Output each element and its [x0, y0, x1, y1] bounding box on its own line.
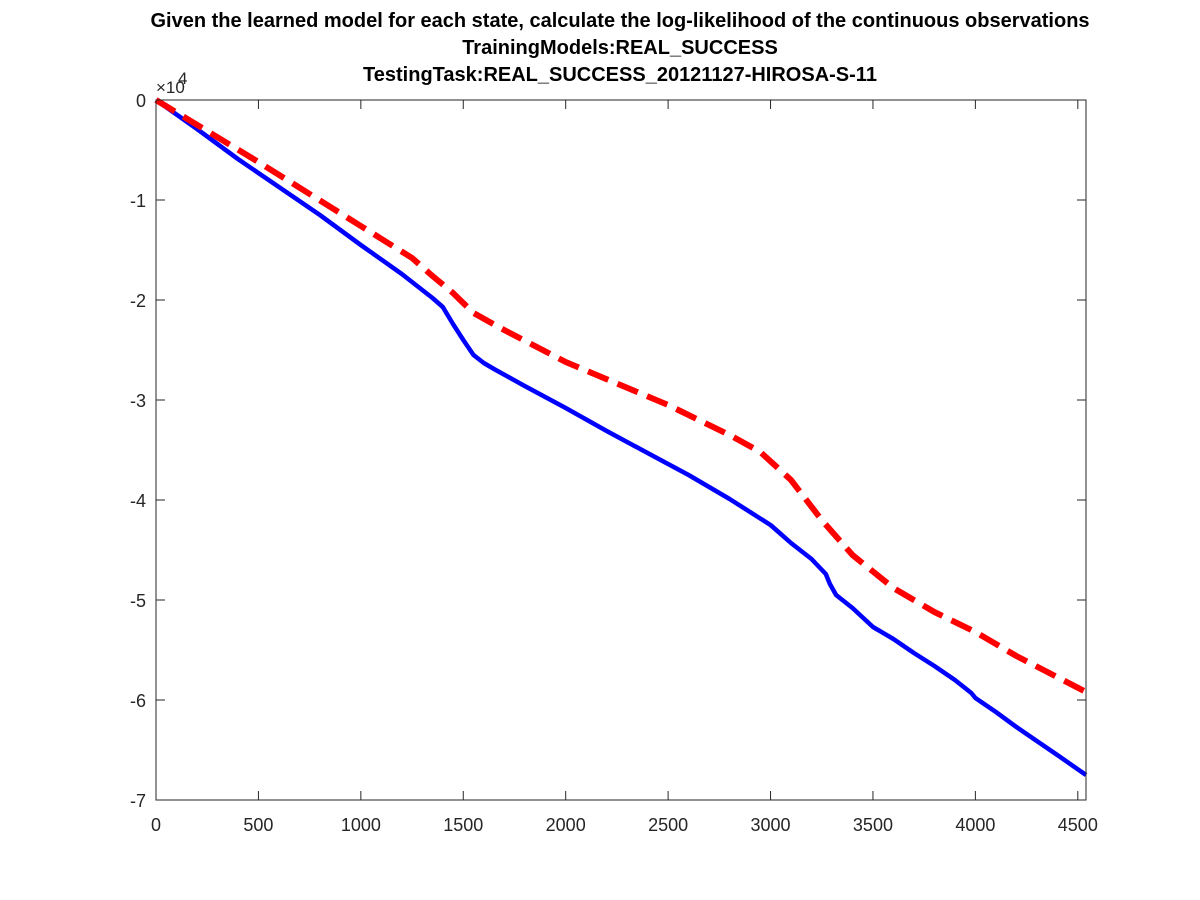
x-tick-label: 2000	[546, 815, 586, 835]
y-tick-label: -6	[130, 691, 146, 711]
axes-box	[155, 99, 1087, 801]
y-tick-label: -3	[130, 391, 146, 411]
chart-title-line-2: TrainingModels:REAL_SUCCESS	[462, 37, 778, 59]
tick-layer: 0 500 1000 1500 2000 2500 3000 3500 4000 4500 0 -1 -…	[130, 91, 1098, 835]
y-axis-multiplier-exponent: 4	[178, 69, 187, 88]
x-tick-label: 3000	[751, 815, 791, 835]
chart-title: Given the learned model for each state, …	[0, 8, 1200, 89]
x-tick-label: 500	[243, 815, 273, 835]
chart-title-line-1: Given the learned model for each state, …	[150, 10, 1090, 32]
series-line-1	[154, 98, 1088, 777]
y-tick-label: -1	[130, 191, 146, 211]
y-tick-label: -4	[130, 491, 146, 511]
series-layer	[154, 97, 1088, 777]
y-tick-label: -7	[130, 791, 146, 811]
x-tick-label: 1000	[341, 815, 381, 835]
chart-title-line-3: TestingTask:REAL_SUCCESS_20121127-HIROSA…	[363, 64, 877, 86]
y-tick-label: 0	[136, 91, 146, 111]
x-tick-label: 4000	[955, 815, 995, 835]
x-tick-label: 4500	[1058, 815, 1098, 835]
plot-area	[156, 100, 1086, 800]
x-tick-label: 3500	[853, 815, 893, 835]
x-tick-label: 0	[151, 815, 161, 835]
y-tick-label: -2	[130, 291, 146, 311]
y-axis-multiplier: ×10	[156, 78, 185, 97]
series-line-2	[154, 97, 1088, 695]
x-tick-label: 2500	[648, 815, 688, 835]
x-tick-label: 1500	[443, 815, 483, 835]
y-tick-label: -5	[130, 591, 146, 611]
